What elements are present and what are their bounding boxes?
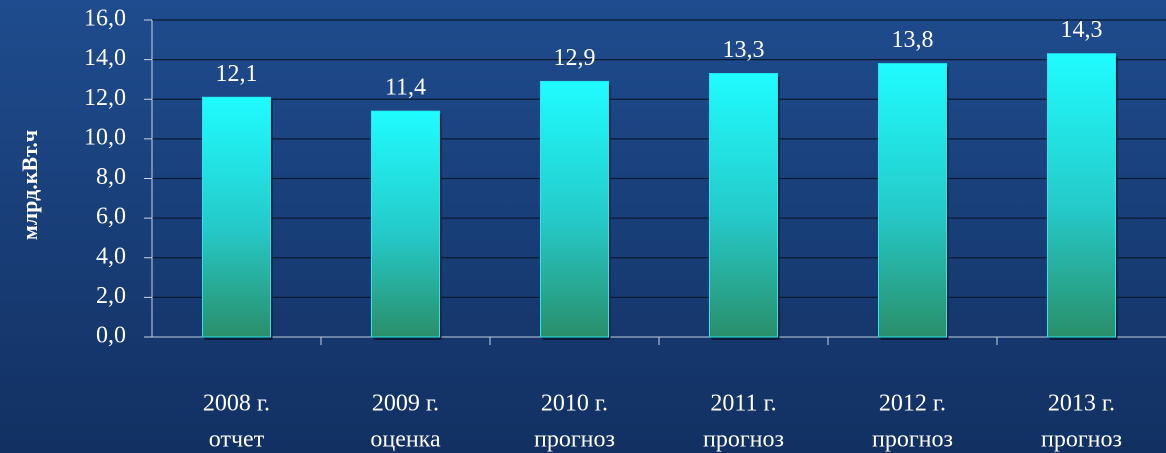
x-tick-label: прогноз (1041, 427, 1122, 453)
y-tick-label: 0,0 (96, 323, 126, 349)
y-axis-label: млрд.кВт.ч (17, 130, 42, 240)
value-label: 12,9 (554, 45, 596, 71)
value-label: 14,3 (1061, 17, 1103, 43)
value-label: 11,4 (385, 75, 426, 101)
y-tick-label: 8,0 (96, 164, 126, 190)
value-label: 12,1 (216, 61, 258, 87)
value-label: 13,8 (892, 27, 934, 53)
y-tick-label: 6,0 (96, 204, 126, 230)
bar (371, 110, 440, 338)
x-tick-label: отчет (209, 427, 265, 453)
x-tick-label: оценка (370, 427, 441, 453)
x-tick-label: 2012 г. (879, 391, 946, 417)
bar (202, 96, 271, 338)
x-tick-label: 2009 г. (372, 391, 439, 417)
y-tick-label: 10,0 (84, 124, 126, 150)
x-tick-label: прогноз (872, 427, 953, 453)
y-tick-label: 12,0 (84, 85, 126, 111)
y-tick-label: 16,0 (84, 6, 126, 32)
x-tick-label: 2013 г. (1048, 391, 1115, 417)
x-tick-label: прогноз (703, 427, 784, 453)
bar (1047, 53, 1116, 338)
bar (878, 63, 947, 338)
y-tick-label: 4,0 (96, 243, 126, 269)
value-label: 13,3 (723, 37, 765, 63)
y-tick-label: 2,0 (96, 283, 126, 309)
bar (709, 72, 778, 338)
x-tick-label: 2011 г. (710, 391, 776, 417)
x-tick-label: 2010 г. (541, 391, 608, 417)
x-tick-label: прогноз (534, 427, 615, 453)
y-tick-label: 14,0 (84, 45, 126, 71)
bar (540, 80, 609, 338)
x-tick-label: 2008 г. (203, 391, 270, 417)
